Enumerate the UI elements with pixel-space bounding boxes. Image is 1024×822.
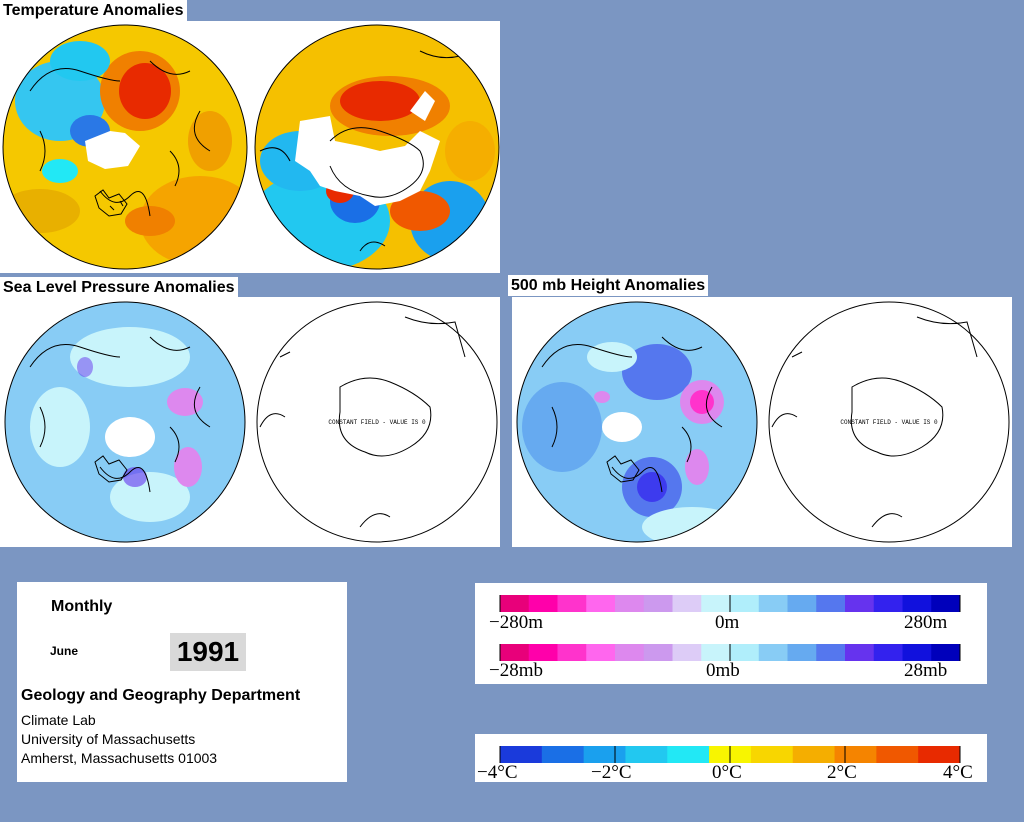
pressure-scale-swatch xyxy=(557,644,587,661)
height-title: 500 mb Height Anomalies xyxy=(508,275,709,296)
pressure-scale-swatch xyxy=(816,644,846,661)
address-label: Amherst, Massachusetts 01003 xyxy=(21,750,218,766)
height-scale-swatch xyxy=(730,595,760,612)
year-label: 1991 xyxy=(170,633,246,671)
temp-scale-swatch xyxy=(583,746,626,763)
pressure-scale-swatch xyxy=(643,644,673,661)
height-south-map: CONSTANT FIELD - VALUE IS 0 xyxy=(768,301,1010,543)
height-maps: CONSTANT FIELD - VALUE IS 0 xyxy=(516,301,1010,543)
temp-scale-swatch xyxy=(625,746,668,763)
height-scale-swatch xyxy=(557,595,587,612)
pressure-scale-swatch xyxy=(873,644,903,661)
pressure-scale-swatch xyxy=(586,644,616,661)
height-scale-swatch xyxy=(902,595,932,612)
temp-scale-swatch xyxy=(834,746,877,763)
temperature-scale-box: −4°C −2°C 0°C 2°C 4°C xyxy=(475,734,987,783)
department-label: Geology and Geography Department xyxy=(21,687,301,704)
height-scale-swatch xyxy=(528,595,558,612)
height-scale-mid: 0m xyxy=(715,612,740,633)
height-scale-swatch xyxy=(873,595,903,612)
height-scale-swatch xyxy=(586,595,616,612)
pressure-scale-swatch xyxy=(528,644,558,661)
temperature-title: Temperature Anomalies xyxy=(0,0,187,21)
university-label: University of Massachusetts xyxy=(21,731,196,747)
temp-scale-swatch xyxy=(792,746,836,763)
pressure-scale-swatch xyxy=(931,644,961,661)
pressure-scale-mid: 0mb xyxy=(706,660,740,681)
pressure-scale-right: 28mb xyxy=(904,660,948,681)
pressure-scale-swatch xyxy=(758,644,788,661)
height-scale-swatch xyxy=(643,595,673,612)
height-scale-left: −280m xyxy=(489,612,543,633)
temp-scale-l4: 2°C xyxy=(827,762,857,783)
pressure-scale-swatch xyxy=(500,644,530,661)
height-panel: CONSTANT FIELD - VALUE IS 0 xyxy=(512,297,1012,547)
height-scale-swatch xyxy=(845,595,875,612)
temp-scale-l1: −4°C xyxy=(477,762,518,783)
temperature-panel xyxy=(0,21,500,273)
height-constant-label: CONSTANT FIELD - VALUE IS 0 xyxy=(840,419,938,426)
temp-scale-swatch xyxy=(500,746,543,763)
temp-scale-swatch xyxy=(667,746,710,763)
temperature-maps xyxy=(2,24,500,270)
height-scale-swatch xyxy=(787,595,817,612)
anomaly-scale-box: −280m 0m 280m −28mb 0mb 28mb xyxy=(475,583,987,684)
height-scale-swatch xyxy=(500,595,530,612)
temperature-south-map xyxy=(255,25,499,269)
height-scale-swatch xyxy=(758,595,788,612)
slp-title: Sea Level Pressure Anomalies xyxy=(0,277,238,298)
pressure-scale-swatch xyxy=(902,644,932,661)
height-scale-right: 280m xyxy=(904,612,948,633)
slp-panel: CONSTANT FIELD - VALUE IS 0 xyxy=(0,297,500,547)
info-box: Monthly June 1991 Geology and Geography … xyxy=(17,582,347,782)
pressure-scale-swatch xyxy=(845,644,875,661)
temperature-scale-bar xyxy=(499,746,961,763)
height-scale-swatch xyxy=(615,595,645,612)
slp-north-map xyxy=(5,302,245,542)
height-north-map xyxy=(517,302,757,542)
temp-scale-l2: −2°C xyxy=(591,762,632,783)
pressure-scale-swatch xyxy=(787,644,817,661)
height-scale-swatch xyxy=(701,595,731,612)
anomaly-scale-bars xyxy=(499,595,961,661)
period-label: Monthly xyxy=(51,598,113,615)
height-scale-swatch xyxy=(672,595,702,612)
lab-label: Climate Lab xyxy=(21,712,96,728)
temp-scale-swatch xyxy=(750,746,794,763)
pressure-scale-left: −28mb xyxy=(489,660,543,681)
pressure-scale-swatch xyxy=(730,644,760,661)
slp-maps: CONSTANT FIELD - VALUE IS 0 xyxy=(4,301,498,543)
temperature-north-map xyxy=(3,25,247,269)
height-scale-swatch xyxy=(931,595,961,612)
temp-scale-l3: 0°C xyxy=(712,762,742,783)
slp-south-map: CONSTANT FIELD - VALUE IS 0 xyxy=(256,301,498,543)
month-label: June xyxy=(50,644,79,658)
pressure-scale-swatch xyxy=(701,644,731,661)
temp-scale-swatch xyxy=(541,746,585,763)
pressure-scale-swatch xyxy=(615,644,645,661)
pressure-scale-swatch xyxy=(672,644,702,661)
temp-scale-swatch xyxy=(918,746,961,763)
temp-scale-swatch xyxy=(876,746,919,763)
slp-constant-label: CONSTANT FIELD - VALUE IS 0 xyxy=(328,419,426,426)
height-scale-swatch xyxy=(816,595,846,612)
temp-scale-l5: 4°C xyxy=(943,762,973,783)
